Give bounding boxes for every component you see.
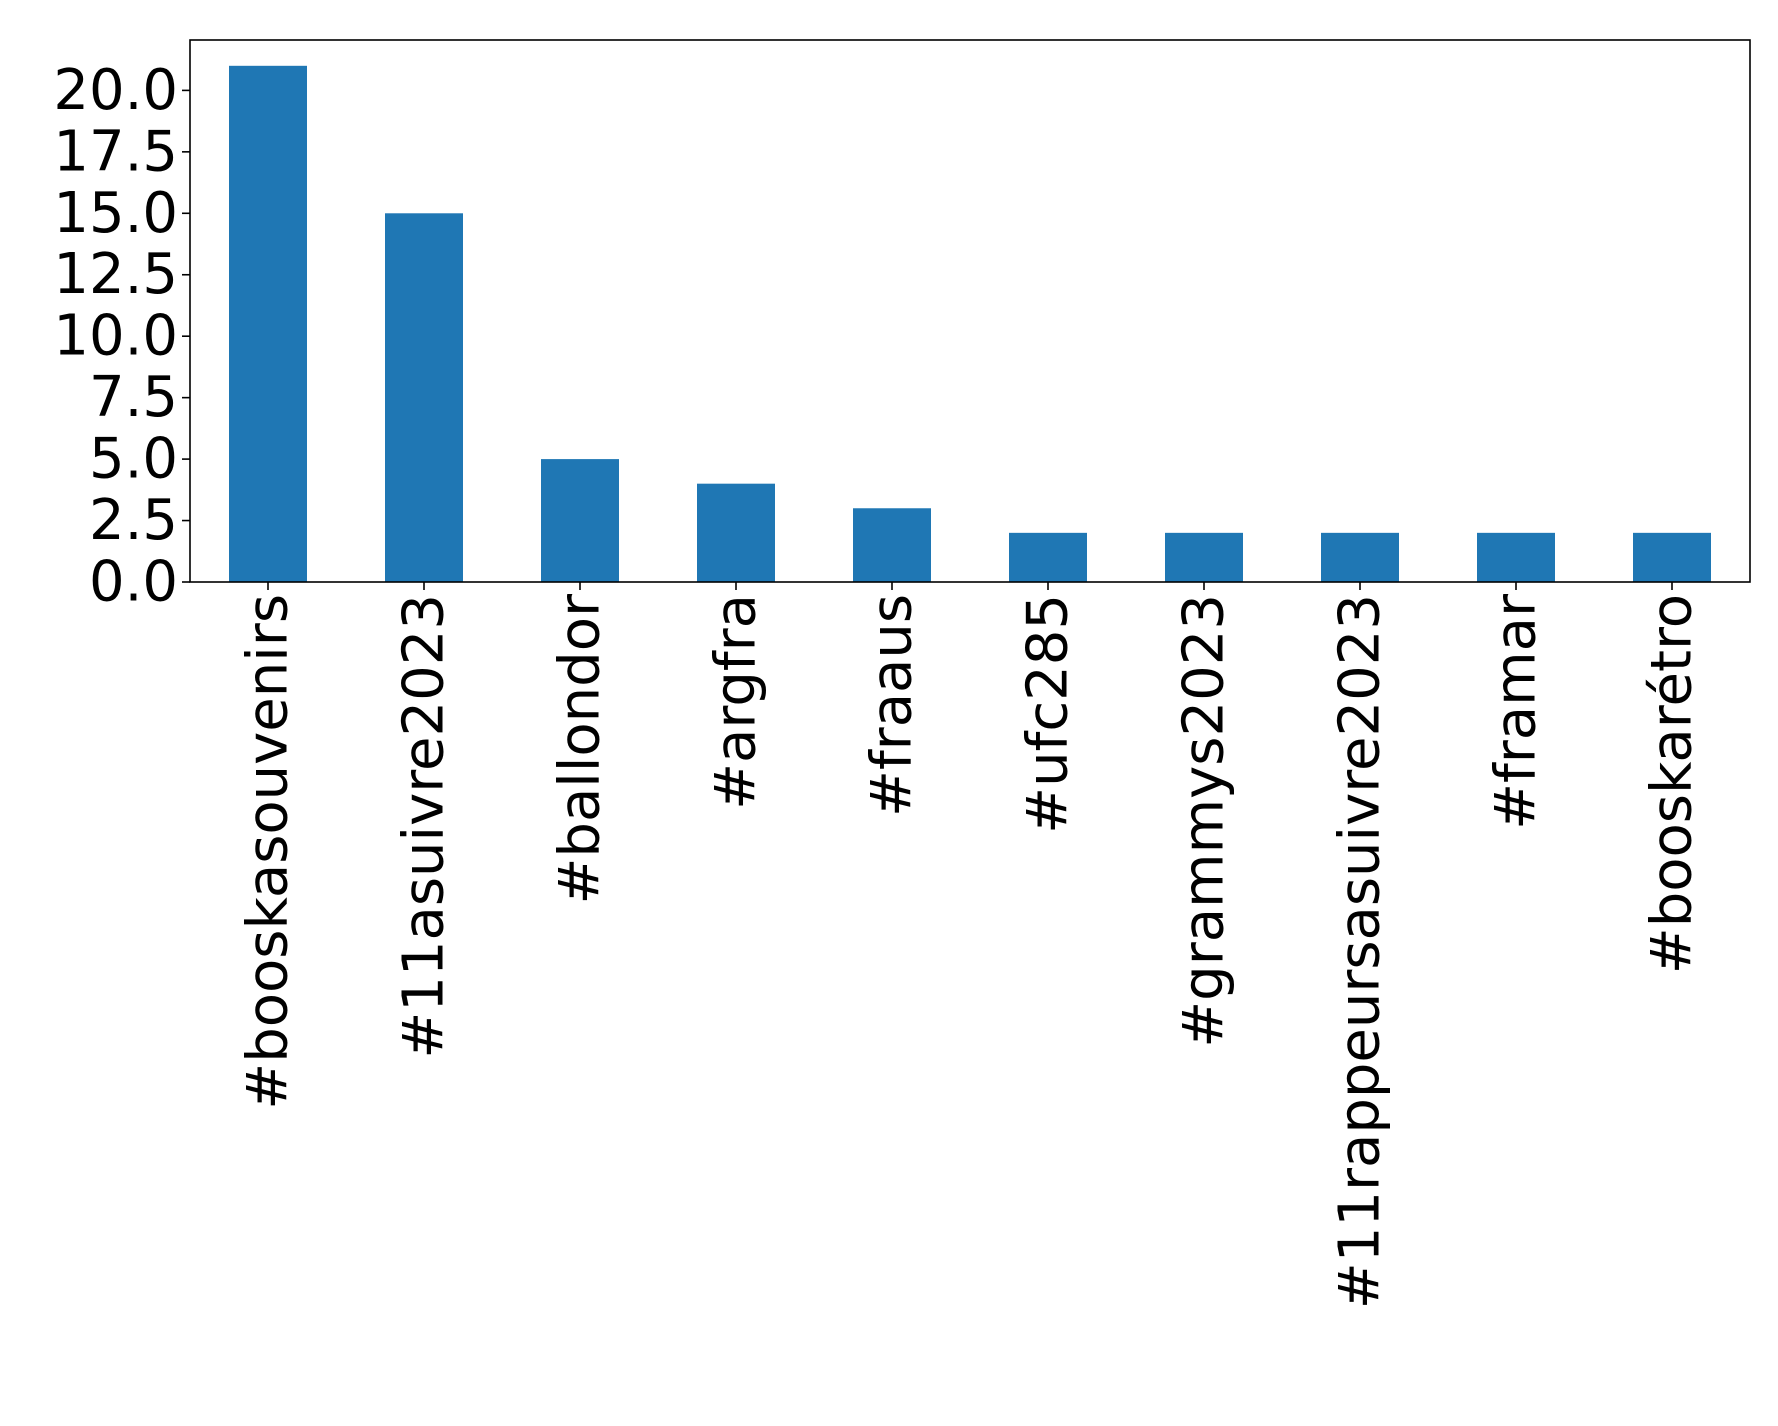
bar	[385, 213, 463, 582]
y-axis: 0.02.55.07.510.012.515.017.520.0	[53, 58, 190, 615]
bar	[697, 483, 775, 582]
bar	[229, 65, 307, 583]
bar	[1633, 532, 1711, 582]
x-tick-label: #fraaus	[860, 594, 925, 817]
x-tick-label: #argfra	[704, 594, 769, 810]
x-tick-label: #ufc285	[1016, 594, 1081, 834]
plot-frame	[189, 39, 1751, 583]
x-axis: #booskasouvenirs #11asuivre2023 #ballondor…	[236, 582, 1705, 1309]
x-tick-label: #framar	[1484, 593, 1549, 830]
y-tick-label: 17.5	[53, 119, 178, 184]
x-tick-label: #grammys2023	[1172, 594, 1237, 1048]
y-tick-label: 12.5	[53, 242, 178, 307]
x-tick-label: #booskasouvenirs	[236, 594, 301, 1110]
bar	[1165, 532, 1243, 582]
x-tick-label: #ballondor	[548, 593, 613, 904]
x-tick-label: #11asuivre2023	[392, 594, 457, 1059]
x-tick-label: #11rappeursasuivre2023	[1328, 594, 1393, 1309]
y-tick-label: 2.5	[89, 488, 178, 553]
y-tick-label: 20.0	[53, 58, 178, 123]
x-tick-label: #booskarétro	[1640, 594, 1705, 974]
bar	[541, 459, 619, 582]
bar	[1321, 532, 1399, 582]
y-tick-label: 5.0	[89, 427, 178, 492]
bar	[1477, 532, 1555, 582]
bar	[1009, 532, 1087, 582]
y-tick-label: 10.0	[53, 304, 178, 369]
bar	[853, 508, 931, 582]
bars-group	[229, 65, 1711, 583]
y-tick-label: 0.0	[89, 550, 178, 615]
y-tick-label: 7.5	[89, 365, 178, 430]
y-tick-label: 15.0	[53, 181, 178, 246]
